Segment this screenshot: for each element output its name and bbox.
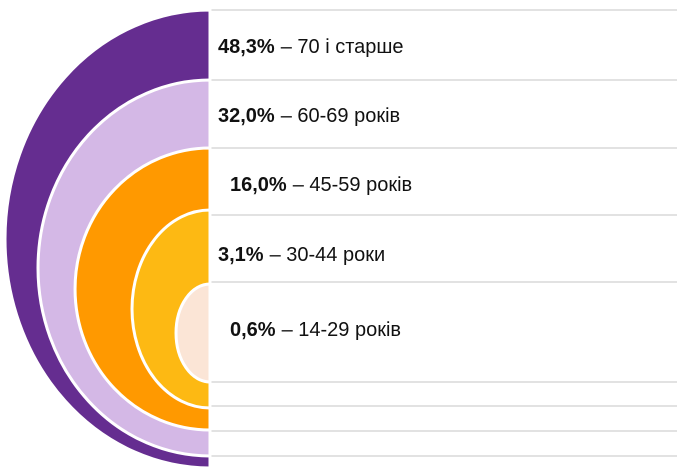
item-label: 16,0% – 45-59 років — [230, 174, 412, 196]
percent: 3,1% — [218, 244, 264, 266]
separators — [210, 9, 677, 457]
labels: 48,3% – 70 і старше 32,0% – 60-69 років 16,0… — [218, 36, 412, 341]
rings — [3, 8, 212, 470]
percent: 48,3% — [218, 36, 275, 58]
age-group: – 30-44 роки — [270, 244, 386, 266]
item-label: 32,0% – 60-69 років — [218, 105, 400, 127]
item-label: 0,6% – 14-29 років — [230, 319, 401, 341]
percent: 16,0% — [230, 174, 287, 196]
item-label: 48,3% – 70 і старше — [218, 36, 404, 58]
age-group: – 60-69 років — [281, 105, 400, 127]
percent: 0,6% — [230, 319, 276, 341]
percent: 32,0% — [218, 105, 275, 127]
age-group: – 45-59 років — [293, 174, 412, 196]
age-group: – 70 і старше — [281, 36, 404, 58]
ring — [174, 282, 212, 384]
age-group: – 14-29 років — [282, 319, 401, 341]
item-label: 3,1% – 30-44 роки — [218, 244, 385, 266]
